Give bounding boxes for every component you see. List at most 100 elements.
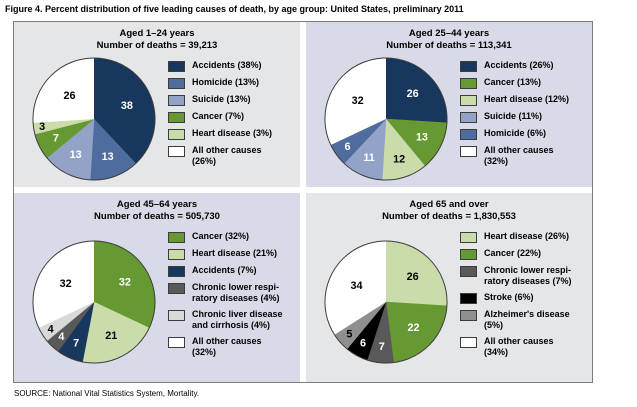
legend-item: Chronic lower respi- ratory diseases (7%…: [460, 265, 572, 287]
pie-chart-aged-65-over: 26 22 7 65 34: [324, 240, 448, 364]
legend-swatch: [460, 249, 477, 260]
legend-item: All other causes (34%): [460, 336, 572, 358]
slice-value-label: 26: [63, 90, 75, 102]
legend-swatch: [460, 78, 477, 89]
legend-label: Chronic lower respi- ratory diseases (7%…: [484, 265, 572, 286]
legend-item: Suicide (13%): [168, 94, 272, 106]
quadrant-header: Aged 25–44 years Number of deaths = 113,…: [306, 22, 592, 52]
slice-value-label: 5: [346, 328, 352, 340]
legend-label: Accidents (26%): [484, 60, 554, 70]
slice-value-label: 32: [119, 276, 131, 288]
pie-chart-aged-25-44: 26 13 12 11 6 32: [324, 57, 448, 181]
slice-value-label: 22: [408, 322, 420, 334]
quadrant-content: 26 13 12 11 6 32 Accidents (26%) Cancer (13%) H…: [306, 52, 592, 183]
legend-swatch: [168, 249, 185, 260]
legend-label: Chronic liver disease and cirrhosis (4%): [192, 309, 283, 330]
quadrant-subtitle: Number of deaths = 39,213: [96, 40, 218, 51]
legend-label: Cancer (32%): [192, 231, 250, 241]
legend-item: Cancer (22%): [460, 248, 572, 260]
legend-item: Heart disease (26%): [460, 231, 572, 243]
slice-value-label: 4: [48, 323, 54, 335]
legend-swatch: [460, 129, 477, 140]
legend-swatch: [168, 232, 185, 243]
legend-swatch: [460, 293, 477, 304]
legend-label: Accidents (38%): [192, 60, 262, 70]
pie-chart-aged-1-24: 38 13 13 73 26: [32, 57, 156, 181]
legend-swatch: [168, 61, 185, 72]
pie-slice: [324, 240, 386, 335]
legend-item: Accidents (38%): [168, 60, 272, 72]
legend-label: Stroke (6%): [484, 292, 534, 302]
legend-item: Cancer (13%): [460, 77, 569, 89]
legend-aged-45-64: Cancer (32%) Heart disease (21%) Accidents…: [168, 231, 283, 363]
slice-value-label: 26: [407, 271, 419, 283]
legend-item: Homicide (6%): [460, 128, 569, 140]
legend-swatch: [168, 95, 185, 106]
slice-value-label: 7: [53, 132, 59, 144]
legend-label: Chronic lower respi- ratory diseases (4%…: [192, 282, 280, 303]
slice-value-label: 38: [121, 100, 133, 112]
quadrant-aged-1-24: Aged 1–24 years Number of deaths = 39,21…: [14, 22, 300, 187]
legend-label: Heart disease (26%): [484, 231, 570, 241]
legend-label: Homicide (6%): [484, 128, 547, 138]
slice-value-label: 26: [407, 88, 419, 100]
legend-aged-65-over: Heart disease (26%) Cancer (22%) Chronic l…: [460, 231, 572, 363]
slice-value-label: 21: [105, 330, 117, 342]
legend-item: Cancer (32%): [168, 231, 283, 243]
legend-swatch: [168, 112, 185, 123]
quadrant-title: Aged 45–64 years: [116, 199, 198, 210]
pie-slice: [32, 57, 94, 123]
quadrant-subtitle: Number of deaths = 113,341: [386, 40, 512, 51]
legend-item: Chronic liver disease and cirrhosis (4%): [168, 309, 283, 331]
quadrant-title: Aged 25–44 years: [408, 28, 490, 39]
legend-label: All other causes (32%): [484, 145, 554, 166]
legend-item: All other causes (32%): [168, 336, 283, 358]
legend-item: Stroke (6%): [460, 292, 572, 304]
legend-label: Suicide (13%): [192, 94, 251, 104]
legend-item: Heart disease (3%): [168, 128, 272, 140]
legend-item: Heart disease (12%): [460, 94, 569, 106]
slice-value-label: 4: [58, 331, 64, 343]
legend-label: Cancer (13%): [484, 77, 542, 87]
legend-label: Suicide (11%): [484, 111, 543, 121]
legend-swatch: [460, 337, 477, 348]
legend-swatch: [460, 266, 477, 277]
slice-value-label: 6: [344, 141, 350, 153]
pie-slice: [324, 57, 386, 145]
legend-swatch: [460, 61, 477, 72]
legend-swatch: [168, 266, 185, 277]
legend-swatch: [460, 112, 477, 123]
pie-slice: [32, 240, 94, 328]
quadrant-title: Aged 1–24 years: [119, 28, 195, 39]
legend-swatch: [168, 337, 185, 348]
slice-value-label: 12: [393, 154, 405, 166]
legend-label: All other causes (26%): [192, 145, 262, 166]
legend-item: Cancer (7%): [168, 111, 272, 123]
legend-item: Suicide (11%): [460, 111, 569, 123]
quadrant-header: Aged 1–24 years Number of deaths = 39,21…: [14, 22, 300, 52]
figure-box: Aged 1–24 years Number of deaths = 39,21…: [13, 21, 593, 383]
legend-item: All other causes (32%): [460, 145, 569, 167]
slice-value-label: 7: [73, 337, 79, 349]
legend-swatch: [168, 146, 185, 157]
quadrant-aged-25-44: Aged 25–44 years Number of deaths = 113,…: [306, 22, 592, 187]
slice-value-label: 32: [352, 95, 364, 107]
legend-item: Homicide (13%): [168, 77, 272, 89]
legend-label: Homicide (13%): [192, 77, 260, 87]
legend-swatch: [168, 78, 185, 89]
legend-label: Heart disease (3%): [192, 128, 273, 138]
figure-title: Figure 4. Percent distribution of five l…: [5, 4, 464, 14]
quadrant-subtitle: Number of deaths = 1,830,553: [382, 211, 516, 222]
quadrant-subtitle: Number of deaths = 505,730: [94, 211, 220, 222]
quadrant-aged-45-64: Aged 45–64 years Number of deaths = 505,…: [14, 193, 300, 382]
legend-swatch: [460, 95, 477, 106]
pie-outline: [32, 240, 156, 364]
legend-swatch: [460, 146, 477, 157]
slice-value-label: 13: [70, 149, 82, 161]
legend-aged-1-24: Accidents (38%) Homicide (13%) Suicide (13…: [168, 60, 272, 172]
legend-label: All other causes (34%): [484, 336, 554, 357]
source-note: SOURCE: National Vital Statistics System…: [14, 389, 200, 398]
legend-label: Accidents (7%): [192, 265, 257, 275]
slice-value-label: 34: [351, 280, 363, 292]
